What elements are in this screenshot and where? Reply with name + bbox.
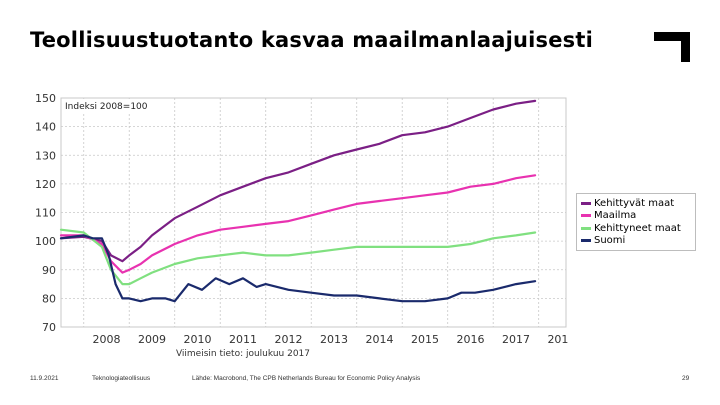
x-tick-label: 2017 — [502, 333, 530, 346]
x-tick-label: 2014 — [365, 333, 393, 346]
chart-legend: Kehittyvät maat Maailma Kehittyneet maat… — [576, 193, 696, 251]
series-line — [59, 234, 537, 303]
y-tick-label: 70 — [42, 321, 56, 334]
index-label-box — [62, 99, 144, 112]
x-tick-label: 2011 — [229, 333, 257, 346]
index-label: Indeksi 2008=100 — [65, 102, 148, 112]
x-tick-label: 2016 — [456, 333, 484, 346]
x-tick-label: 2018 — [547, 333, 568, 346]
legend-item-kehittyneet-maat: Kehittyneet maat — [581, 222, 691, 235]
legend-swatch — [581, 214, 591, 218]
legend-label: Kehittyneet maat — [594, 222, 681, 234]
y-tick-label: 80 — [42, 292, 56, 305]
latest-data-note: Viimeisin tieto: joulukuu 2017 — [176, 349, 310, 358]
x-tick-label: 2008 — [92, 333, 120, 346]
legend-swatch — [581, 226, 591, 230]
y-tick-label: 140 — [35, 121, 56, 134]
slide-title: Teollisuustuotanto kasvaa maailmanlaajui… — [30, 28, 594, 52]
series-line — [59, 99, 537, 263]
y-tick-label: 110 — [35, 207, 56, 220]
footer-page-number: 29 — [682, 375, 690, 382]
legend-label: Kehittyvät maat — [594, 197, 675, 209]
footer-organization: Teknologiateollisuus — [92, 375, 151, 382]
x-tick-label: 2009 — [138, 333, 166, 346]
footer-date: 11.9.2021 — [30, 375, 59, 382]
y-tick-label: 150 — [35, 92, 56, 105]
series-line — [59, 228, 537, 286]
x-tick-label: 2012 — [274, 333, 302, 346]
y-tick-label: 120 — [35, 178, 56, 191]
legend-swatch — [581, 239, 591, 243]
legend-item-suomi: Suomi — [581, 235, 691, 248]
logo-icon — [654, 32, 690, 62]
x-tick-label: 2013 — [320, 333, 348, 346]
y-tick-label: 130 — [35, 149, 56, 162]
line-chart: 70 80 90 100 110 120 130 140 150 2008 2009 2010 2011… — [35, 92, 568, 358]
legend-label: Maailma — [594, 210, 637, 222]
y-tick-label: 90 — [42, 264, 56, 277]
legend-item-kehittyvat-maat: Kehittyvät maat — [581, 197, 691, 210]
legend-label: Suomi — [594, 235, 626, 247]
footer-source: Lähde: Macrobond, The CPB Netherlands Bu… — [192, 375, 421, 382]
series-line — [59, 174, 537, 274]
legend-swatch — [581, 201, 591, 205]
y-tick-label: 100 — [35, 235, 56, 248]
x-tick-label: 2010 — [183, 333, 211, 346]
x-tick-label: 2015 — [411, 333, 439, 346]
legend-item-maailma: Maailma — [581, 210, 691, 223]
